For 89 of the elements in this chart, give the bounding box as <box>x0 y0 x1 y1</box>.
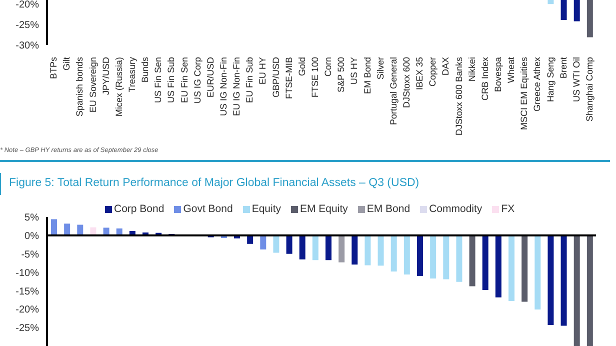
x-tick-label: FTSE-MIB <box>284 57 294 99</box>
x-tick-label: Wheat <box>506 56 516 84</box>
legend-label: EM Bond <box>366 203 410 215</box>
x-tick-label: Gold <box>296 57 307 76</box>
y-tick-label: -20% <box>16 304 40 316</box>
chart-title: Figure 5: Total Return Performance of Major Global Financial Assets – Q3 (USD) <box>0 173 616 195</box>
x-tick-label: EM Bond <box>362 57 372 94</box>
x-tick-label: EUR/USD <box>205 56 216 98</box>
bar <box>77 224 84 236</box>
bar <box>286 235 292 254</box>
legend-label: FX <box>501 203 515 215</box>
y-tick-label: -5% <box>21 249 40 260</box>
x-tick-label: Shanghai Comp <box>584 57 594 122</box>
x-tick-label: MSCI EM Equities <box>519 56 530 130</box>
x-tick-label: DJStoxx 600 <box>401 57 412 108</box>
x-tick-label: EU HY <box>258 57 268 85</box>
x-tick-label: Bunds <box>140 56 150 83</box>
x-tick-label: DAX <box>440 57 451 76</box>
legend-label: Corp Bond <box>114 203 164 215</box>
y-tick-label: -20% <box>16 0 40 11</box>
legend-label: Commodity <box>429 203 482 215</box>
x-tick-label: Nikkei <box>466 57 477 82</box>
x-tick-label: CRB Index <box>480 56 490 101</box>
x-tick-label: US Fin Sen <box>153 57 164 104</box>
y-tick-label: 5% <box>24 212 40 224</box>
bar <box>495 235 502 298</box>
bar <box>273 235 280 253</box>
y-tick-label: -25% <box>16 20 40 32</box>
x-tick-label: US IG Non-Fin <box>218 57 228 116</box>
bar <box>338 235 345 262</box>
bar <box>482 235 488 290</box>
y-tick-label: -30% <box>16 40 40 52</box>
x-tick-label: Treasury <box>126 56 137 92</box>
x-tick-label: Silver <box>375 57 386 80</box>
bar <box>260 235 266 250</box>
bar <box>574 235 580 346</box>
x-tick-label: Bovespa <box>492 57 503 92</box>
x-tick-label: Copper <box>428 57 438 87</box>
bar <box>326 235 332 260</box>
x-tick-label: EU Fin Sen <box>179 57 190 104</box>
x-tick-label: Corn <box>323 57 334 77</box>
y-tick-label: -15% <box>16 286 40 298</box>
bar <box>352 235 358 265</box>
x-tick-label: EU Sovereign <box>88 57 98 113</box>
bar <box>522 235 528 302</box>
y-tick-label: -25% <box>16 323 40 334</box>
x-tick-label: BTPs <box>48 56 59 80</box>
x-tick-label: EU Fin Sub <box>244 57 255 104</box>
x-tick-label: Hang Seng <box>545 57 556 102</box>
bar <box>378 235 384 266</box>
bar <box>456 235 462 282</box>
x-tick-label: Gilt <box>62 56 72 70</box>
x-tick-label: FTSE 100 <box>310 57 320 98</box>
bar <box>299 235 306 260</box>
bar <box>51 219 57 236</box>
bar <box>508 235 514 302</box>
bar <box>586 235 593 346</box>
x-tick-label: US HY <box>349 57 360 85</box>
bar <box>390 235 397 272</box>
x-tick-label: S&P 500 <box>336 57 346 92</box>
bar <box>404 235 410 274</box>
x-tick-label: DJStoxx 600 Banks <box>454 56 464 136</box>
bar <box>312 235 318 260</box>
legend-label: Equity <box>252 203 282 215</box>
bar <box>469 235 476 286</box>
bar <box>364 235 371 266</box>
y-tick-label: -10% <box>16 268 40 279</box>
x-tick-label: GBP/USD <box>270 56 281 98</box>
y-tick-label: 0% <box>24 230 40 242</box>
x-tick-label: Brent <box>558 56 568 79</box>
x-tick-label: Portugal General <box>388 57 398 126</box>
legend-label: Govt Bond <box>183 203 233 215</box>
bar <box>534 235 541 310</box>
x-tick-label: IBEX 35 <box>414 57 425 90</box>
legend-label: EM Equity <box>300 203 348 215</box>
x-tick-label: Spanish bonds <box>74 56 85 117</box>
bar <box>560 235 567 326</box>
bar <box>430 235 436 279</box>
x-tick-label: JPY/USD <box>100 56 111 96</box>
x-tick-label: US WTI Oil <box>571 57 582 102</box>
bar <box>64 224 70 236</box>
x-tick-label: Greece Athex <box>532 56 542 112</box>
x-tick-label: Micex (Russia) <box>114 57 124 117</box>
x-tick-label: US Fin Sub <box>166 57 176 104</box>
x-tick-label: EU IG Non-Fin <box>232 57 242 116</box>
x-tick-label: US IG Corp <box>192 57 202 104</box>
bar <box>548 235 554 325</box>
bar <box>443 235 450 280</box>
bar <box>417 235 423 276</box>
